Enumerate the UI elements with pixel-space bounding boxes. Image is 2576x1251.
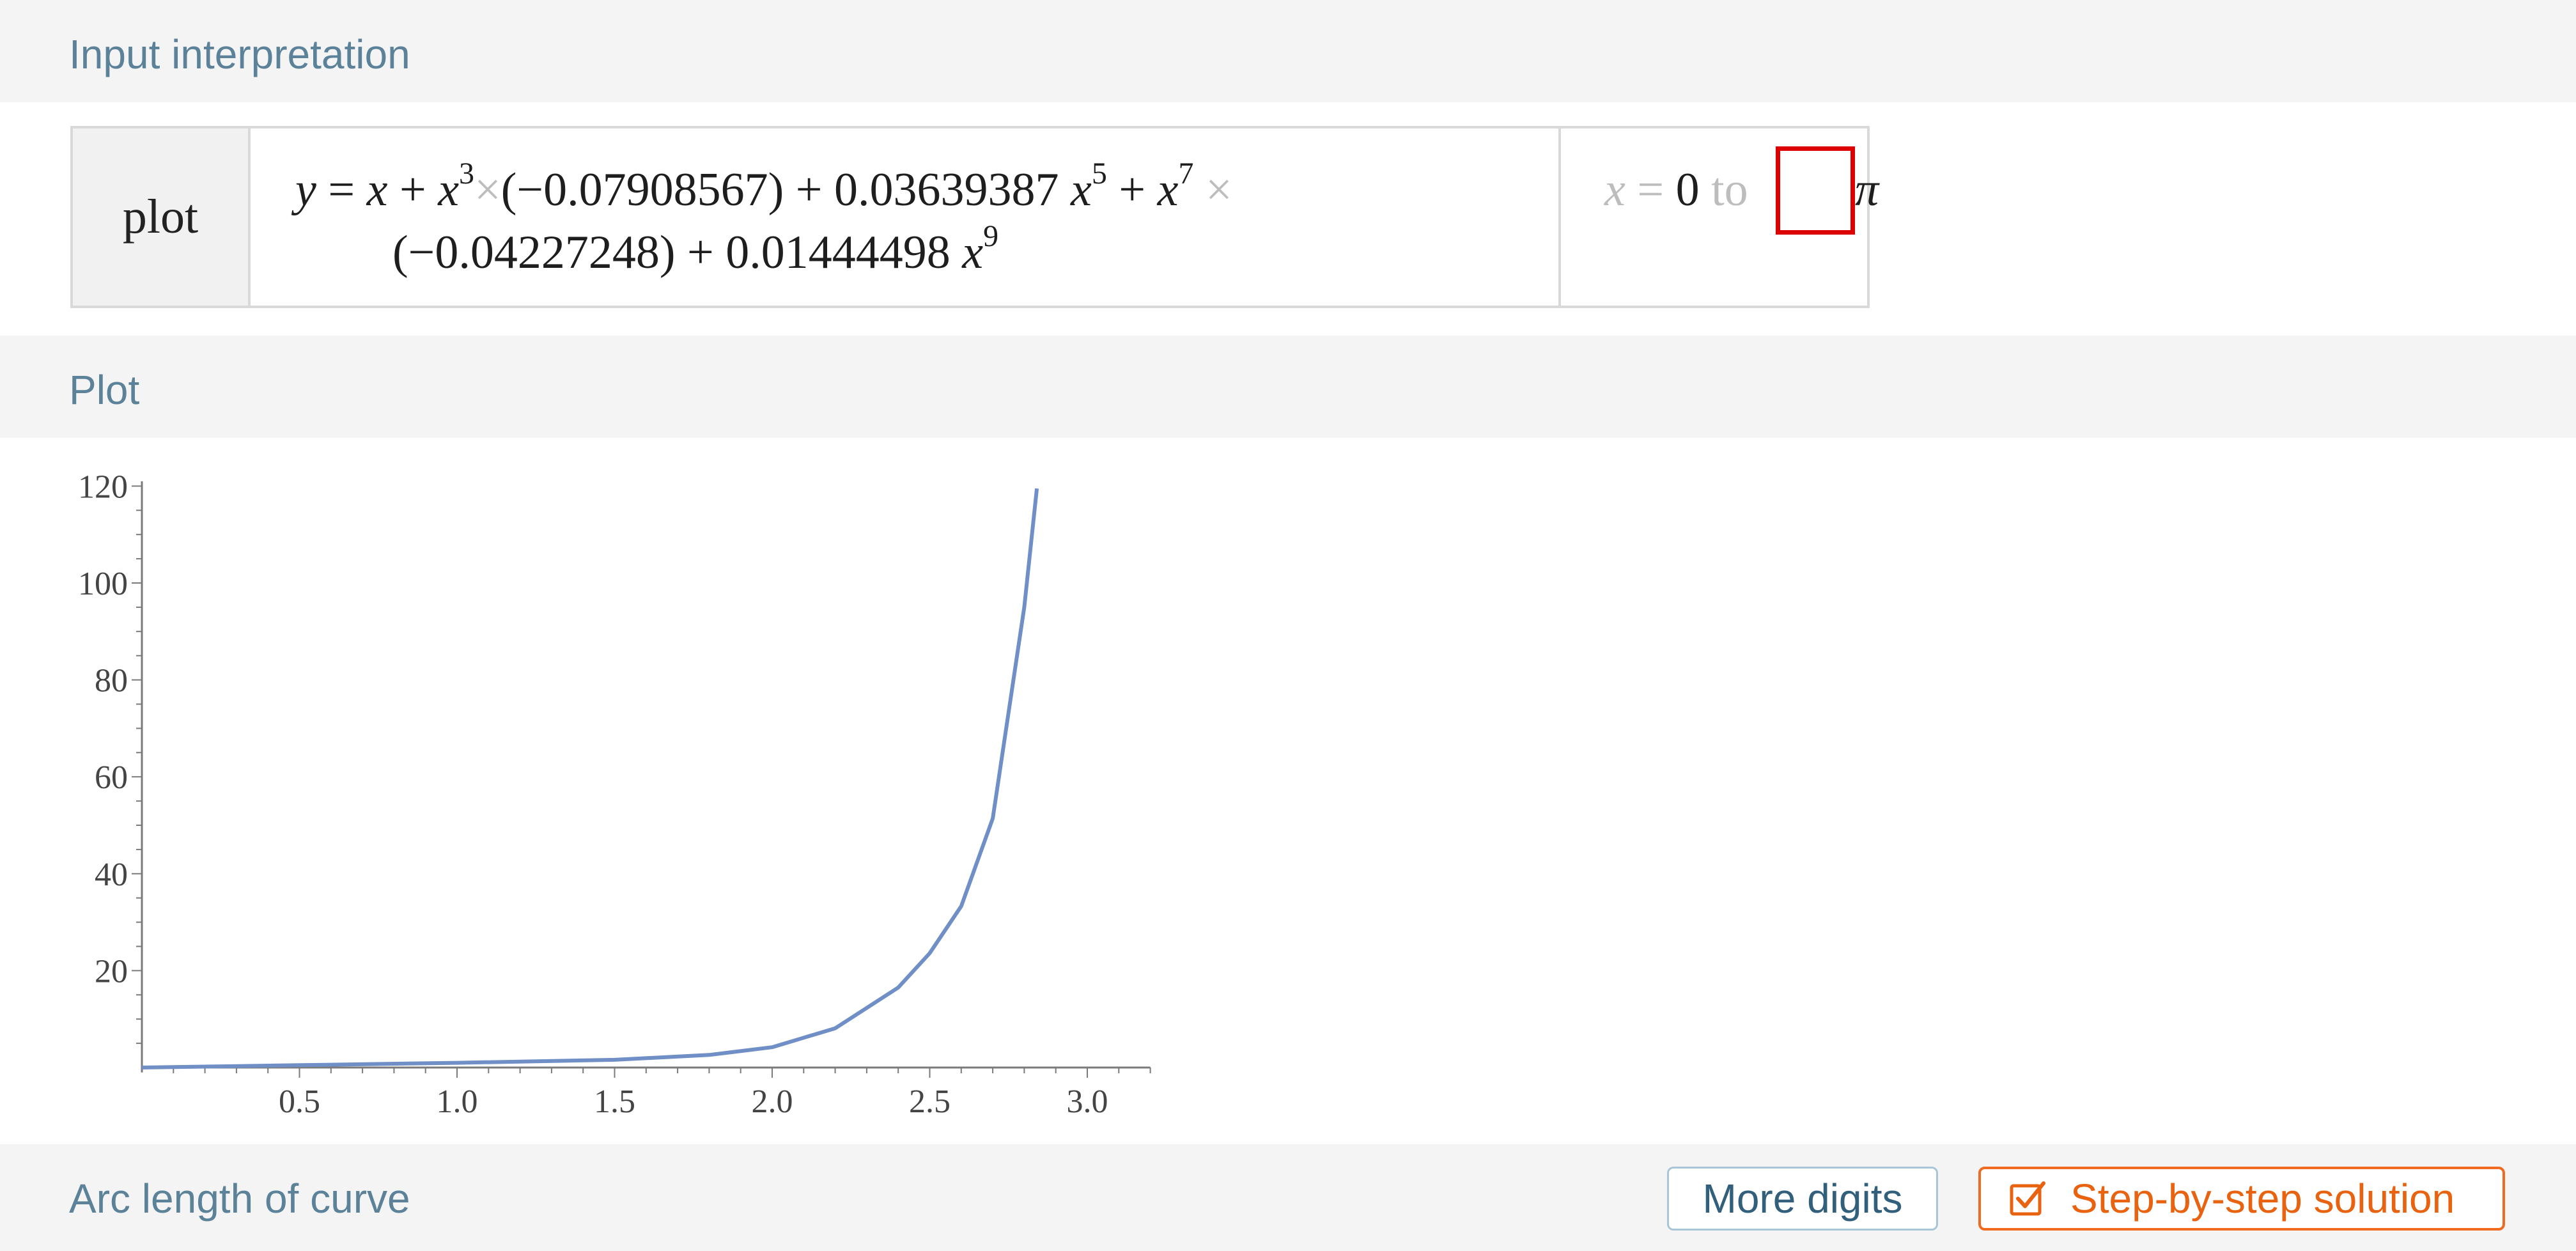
x-tick-label: 1.0 <box>437 1084 478 1120</box>
y-tick-label: 100 <box>78 566 128 602</box>
y-tick-label: 80 <box>95 663 128 699</box>
expr-exp3: 3 <box>459 157 475 190</box>
upper-bound-highlight-box <box>1776 146 1855 235</box>
more-digits-button[interactable]: More digits <box>1667 1167 1938 1231</box>
y-tick-label: 20 <box>95 953 128 990</box>
x-tick-label: 2.5 <box>909 1084 950 1120</box>
checkbox-check-icon <box>2010 1181 2045 1216</box>
x-tick-label: 3.0 <box>1067 1084 1108 1120</box>
range-cell: x = 0 to π <box>1561 128 1879 306</box>
x-tick-label: 2.0 <box>752 1084 793 1120</box>
input-interpretation-table: plot y = x + x3×(−0.07908567) + 0.036393… <box>70 126 1879 308</box>
expr-exp9: 9 <box>983 219 999 253</box>
plot-title: Plot <box>69 367 140 413</box>
expr-times: × <box>474 164 501 216</box>
arc-length-title: Arc length of curve <box>69 1176 410 1222</box>
expr-x: x <box>366 164 388 216</box>
expr-x5: x <box>1071 164 1092 216</box>
expr-times2: × <box>1193 164 1232 216</box>
y-tick-label: 120 <box>78 469 128 505</box>
expr-x7: x <box>1157 164 1179 216</box>
expr-eq: = <box>316 164 367 216</box>
range-eq: = <box>1625 164 1676 216</box>
expr-plus: + <box>387 164 438 216</box>
more-digits-label: More digits <box>1702 1176 1903 1222</box>
input-interpretation-header: Input interpretation <box>0 0 2576 102</box>
range-to: to <box>1699 164 1748 216</box>
expr-coef2: (−0.04227248) + 0.01444498 <box>392 226 963 279</box>
expr-exp7: 7 <box>1178 157 1194 190</box>
step-by-step-button[interactable]: Step-by-step solution <box>1978 1167 2505 1231</box>
range-var: x <box>1604 164 1626 216</box>
range-upper[interactable]: π <box>1855 164 1879 216</box>
expr-plus2: + <box>1106 164 1158 216</box>
step-by-step-label: Step-by-step solution <box>2070 1176 2455 1222</box>
y-tick-label: 40 <box>95 857 128 893</box>
y-tick-label: 60 <box>95 759 128 796</box>
expression-line-2: (−0.04227248) + 0.01444498 x9 <box>392 219 998 280</box>
plot-header: Plot <box>0 336 2576 438</box>
x-tick-label: 1.5 <box>594 1084 635 1120</box>
input-interpretation-title: Input interpretation <box>69 31 410 77</box>
expr-x9: x <box>962 226 984 279</box>
range-from: 0 <box>1675 164 1700 216</box>
x-tick-label: 0.5 <box>279 1084 320 1120</box>
expr-x3: x <box>438 164 460 216</box>
expr-exp5: 5 <box>1091 157 1107 190</box>
expr-y: y <box>295 164 316 216</box>
range-line: x = 0 to <box>1604 163 1748 217</box>
expression-cell: y = x + x3×(−0.07908567) + 0.03639387 x5… <box>251 128 1561 306</box>
plot-chart: 0.5 1.0 1.5 2.0 2.5 3.0 20 40 60 80 100 120 <box>78 469 1151 1120</box>
plot-curve <box>141 488 1039 1069</box>
command-cell: plot <box>73 128 251 306</box>
expression-line-1: y = x + x3×(−0.07908567) + 0.03639387 x5… <box>295 157 1232 217</box>
expr-coef: (−0.07908567) + 0.03639387 <box>500 164 1071 216</box>
